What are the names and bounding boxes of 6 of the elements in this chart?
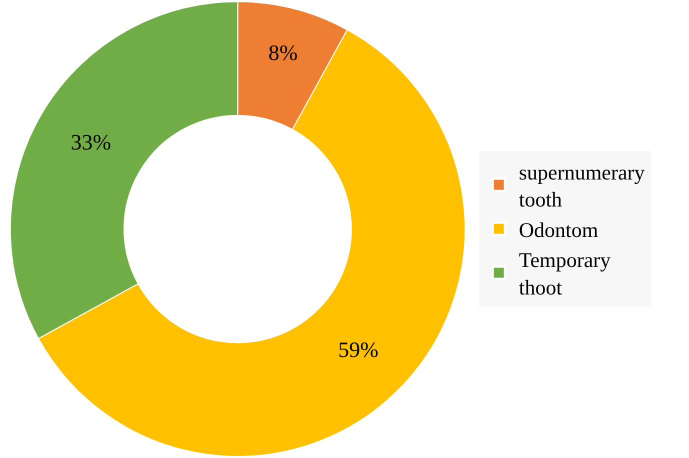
legend-label: Odontom <box>518 218 598 242</box>
data-label: 8% <box>268 40 298 66</box>
legend-label: supernumerary tooth <box>518 160 646 212</box>
data-label: 33% <box>70 130 112 155</box>
legend-label: Temporary thoot <box>518 248 612 300</box>
data-label: 59% <box>338 337 378 362</box>
